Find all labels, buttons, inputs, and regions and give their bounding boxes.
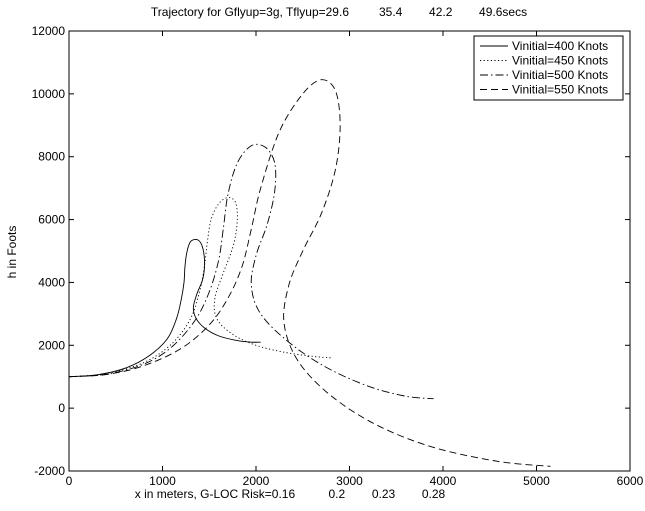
- legend-label-2: Vinitial=450 Knots: [512, 54, 608, 68]
- legend-label-4: Vinitial=550 Knots: [512, 83, 608, 97]
- y-tick-label: 2000: [38, 338, 65, 352]
- x-tick-label: 6000: [617, 474, 644, 488]
- y-tick-label: 10000: [32, 87, 66, 101]
- y-axis-label: h in Foots: [5, 226, 19, 279]
- chart-title: Trajectory for Gflyup=3g, Tflyup=29.6 35…: [151, 5, 527, 19]
- y-tick-label: 6000: [38, 213, 65, 227]
- x-tick-label: 1000: [149, 474, 176, 488]
- series-line-4: [68, 79, 551, 467]
- y-tick-label: 0: [58, 401, 65, 415]
- y-tick-label: 4000: [38, 275, 65, 289]
- x-tick-label: 5000: [523, 474, 550, 488]
- x-tick-label: 2000: [243, 474, 270, 488]
- y-tick-label: 8000: [38, 150, 65, 164]
- y-tick-label: 12000: [32, 24, 66, 38]
- x-tick-label: 3000: [336, 474, 363, 488]
- y-tick-label: -2000: [34, 464, 65, 478]
- axis-ticks: 0 1000 2000 3000 4000 5000 6000-20000200040006…: [32, 24, 644, 488]
- plot-area: [68, 79, 551, 467]
- x-tick-label: 4000: [430, 474, 457, 488]
- series-line-1: [68, 239, 261, 378]
- legend-label-1: Vinitial=400 Knots: [512, 39, 608, 53]
- legend-label-3: Vinitial=500 Knots: [512, 68, 608, 82]
- x-axis-label: x in meters, G-LOC Risk=0.16 0.2 0.23 0.…: [135, 487, 446, 501]
- series-line-2: [68, 197, 331, 378]
- legend-box: [473, 35, 624, 101]
- series-line-3: [68, 143, 434, 400]
- x-tick-label: 0: [66, 474, 73, 488]
